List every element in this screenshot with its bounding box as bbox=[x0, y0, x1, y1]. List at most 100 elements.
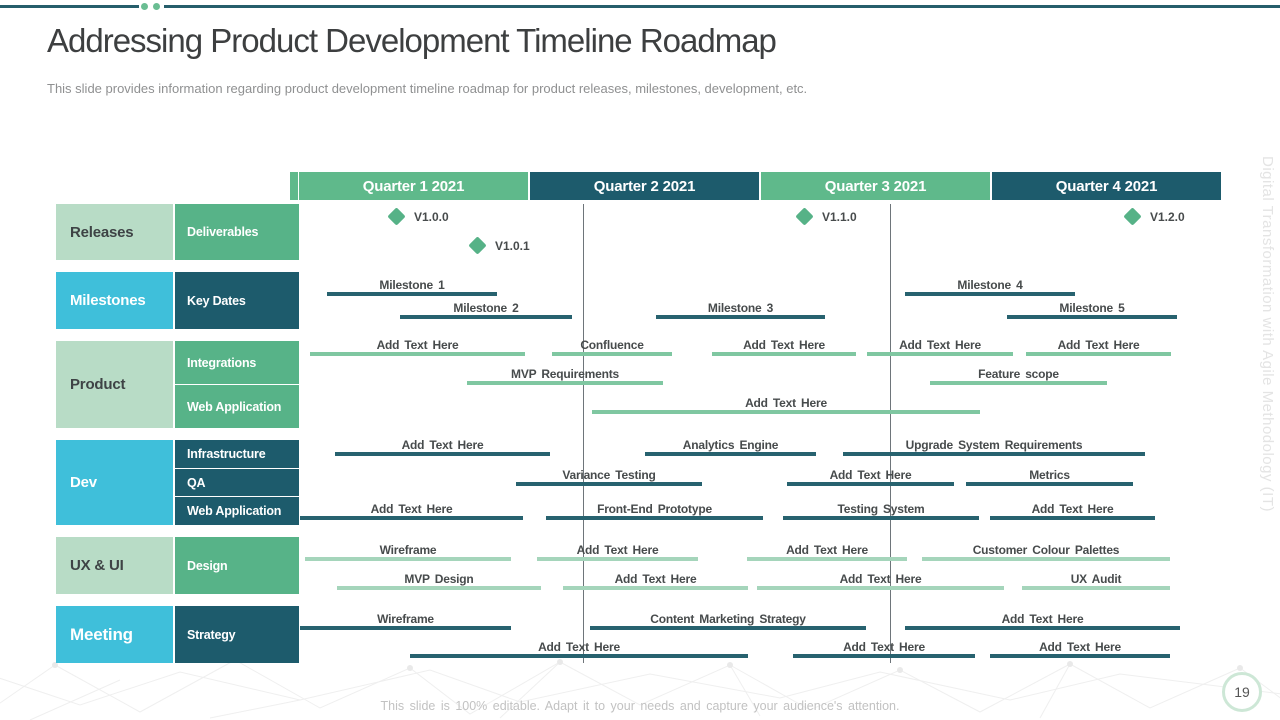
quarter-header-2: Quarter 2 2021 bbox=[530, 172, 759, 200]
timeline-gridline-2 bbox=[890, 204, 891, 663]
row-sub-integrations: Integrations bbox=[175, 341, 299, 384]
quarter-header-4: Quarter 4 2021 bbox=[992, 172, 1221, 200]
timeline-bar-label: Add Text Here bbox=[1039, 640, 1121, 654]
page-number-badge: 19 bbox=[1222, 672, 1262, 712]
timeline-bar: Add Text Here bbox=[712, 338, 856, 356]
timeline-bar-label: Add Text Here bbox=[829, 468, 912, 482]
timeline-bar-label: Upgrade System Requirements bbox=[905, 438, 1083, 452]
timeline-bar-label: Wireframe bbox=[379, 543, 437, 557]
footer-note: This slide is 100% editable. Adapt it to… bbox=[380, 699, 900, 713]
timeline-bar: Content Marketing Strategy bbox=[590, 612, 866, 630]
release-version-label: V1.2.0 bbox=[1150, 210, 1185, 224]
timeline-bar-label: Analytics Engine bbox=[682, 438, 779, 452]
timeline-bar-label: Milestone 5 bbox=[1059, 301, 1125, 315]
timeline-bar-label: Add Text Here bbox=[786, 543, 868, 557]
timeline-bar-label: Add Text Here bbox=[745, 396, 827, 410]
row-sub-infrastructure: Infrastructure bbox=[175, 440, 299, 468]
timeline-bar-label: Milestone 1 bbox=[379, 278, 445, 292]
timeline-bar: Front-End Prototype bbox=[546, 502, 763, 520]
accent-dot-2 bbox=[153, 3, 160, 10]
timeline-bar-label: Add Text Here bbox=[1057, 338, 1140, 352]
timeline-bar: Add Text Here bbox=[310, 338, 525, 356]
release-version-label: V1.1.0 bbox=[822, 210, 857, 224]
timeline-gridline-1 bbox=[583, 204, 584, 663]
timeline-bar: Testing System bbox=[783, 502, 979, 520]
timeline-bar: UX Audit bbox=[1022, 572, 1170, 590]
row-sub-web-application: Web Application bbox=[175, 385, 299, 428]
timeline-bar: Add Text Here bbox=[867, 338, 1013, 356]
timeline-bar: Feature scope bbox=[930, 367, 1107, 385]
timeline-bar: Add Text Here bbox=[335, 438, 550, 456]
timeline-bar: Add Text Here bbox=[537, 543, 698, 561]
timeline-bar: Wireframe bbox=[300, 612, 511, 630]
release-diamond-icon bbox=[1123, 207, 1142, 226]
row-sub-qa: QA bbox=[175, 469, 299, 496]
timeline-bar-label: Confluence bbox=[580, 338, 644, 352]
timeline-bar: Wireframe bbox=[305, 543, 511, 561]
release-version-label: V1.0.1 bbox=[495, 239, 530, 253]
release-diamond-icon bbox=[387, 207, 406, 226]
background-pattern bbox=[0, 657, 1280, 720]
timeline-bar-label: Add Text Here bbox=[576, 543, 659, 557]
timeline-bar-label: Testing System bbox=[837, 502, 925, 516]
row-category-releases: Releases bbox=[56, 204, 173, 260]
timeline-bar: Variance Testing bbox=[516, 468, 702, 486]
timeline-bar-label: Customer Colour Palettes bbox=[972, 543, 1120, 557]
timeline-bar: Add Text Here bbox=[563, 572, 748, 590]
quarter-header-1: Quarter 1 2021 bbox=[299, 172, 528, 200]
timeline-bar: Analytics Engine bbox=[645, 438, 816, 456]
timeline-bar: Add Text Here bbox=[905, 612, 1180, 630]
side-watermark: Digital Transformation with Agile Method… bbox=[1259, 156, 1276, 512]
row-category-meeting: Meeting bbox=[56, 606, 173, 663]
row-sub-design: Design bbox=[175, 537, 299, 594]
timeline-bar: Add Text Here bbox=[1026, 338, 1171, 356]
timeline-bar: Milestone 1 bbox=[327, 278, 497, 296]
row-sub-deliverables: Deliverables bbox=[175, 204, 299, 260]
timeline-bar-label: Add Text Here bbox=[1001, 612, 1084, 626]
row-category-product: Product bbox=[56, 341, 173, 428]
row-sub-web-application: Web Application bbox=[175, 497, 299, 525]
timeline-bar: Add Text Here bbox=[787, 468, 954, 486]
row-sub-strategy: Strategy bbox=[175, 606, 299, 663]
timeline-bar-label: Add Text Here bbox=[401, 438, 484, 452]
timeline-bar: Add Text Here bbox=[592, 396, 980, 414]
timeline-bar-label: Add Text Here bbox=[370, 502, 453, 516]
timeline-bar: Upgrade System Requirements bbox=[843, 438, 1145, 456]
timeline-bar-label: Add Text Here bbox=[743, 338, 825, 352]
timeline-bar-label: Milestone 2 bbox=[453, 301, 519, 315]
timeline-bar: Add Text Here bbox=[990, 640, 1170, 658]
timeline-bar: Confluence bbox=[552, 338, 672, 356]
timeline-bar: MVP Design bbox=[337, 572, 541, 590]
timeline-bar-label: Add Text Here bbox=[839, 572, 922, 586]
timeline-bar-label: Milestone 3 bbox=[707, 301, 774, 315]
row-category-milestones: Milestones bbox=[56, 272, 173, 329]
timeline-bar-label: Wireframe bbox=[377, 612, 434, 626]
timeline-bar: Add Text Here bbox=[793, 640, 975, 658]
row-sub-key-dates: Key Dates bbox=[175, 272, 299, 329]
timeline-bar-label: Add Text Here bbox=[1031, 502, 1114, 516]
timeline-bar-label: Add Text Here bbox=[614, 572, 697, 586]
timeline-bar-label: Add Text Here bbox=[899, 338, 981, 352]
timeline-bar: MVP Requirements bbox=[467, 367, 663, 385]
release-version-label: V1.0.0 bbox=[414, 210, 449, 224]
timeline-bar: Add Text Here bbox=[990, 502, 1155, 520]
timeline-bar-label: Add Text Here bbox=[843, 640, 925, 654]
release-diamond-icon bbox=[795, 207, 814, 226]
timeline-bar-label: Variance Testing bbox=[562, 468, 656, 482]
timeline-bar: Milestone 3 bbox=[656, 301, 825, 319]
top-accent-line-right bbox=[164, 5, 1280, 8]
timeline-bar: Milestone 5 bbox=[1007, 301, 1177, 319]
timeline-bar-label: Add Text Here bbox=[538, 640, 620, 654]
timeline-bar-label: Feature scope bbox=[978, 367, 1059, 381]
timeline-bar-label: MVP Requirements bbox=[511, 367, 619, 381]
top-accent-line-left bbox=[0, 5, 139, 8]
timeline-bar-label: UX Audit bbox=[1070, 572, 1122, 586]
timeline-bar: Add Text Here bbox=[747, 543, 907, 561]
timeline-bar-label: MVP Design bbox=[404, 572, 474, 586]
timeline-bar-label: Milestone 4 bbox=[957, 278, 1023, 292]
row-category-ux-ui: UX & UI bbox=[56, 537, 173, 594]
timeline-bar: Add Text Here bbox=[757, 572, 1004, 590]
timeline-bar: Add Text Here bbox=[300, 502, 523, 520]
quarter-header-3: Quarter 3 2021 bbox=[761, 172, 990, 200]
